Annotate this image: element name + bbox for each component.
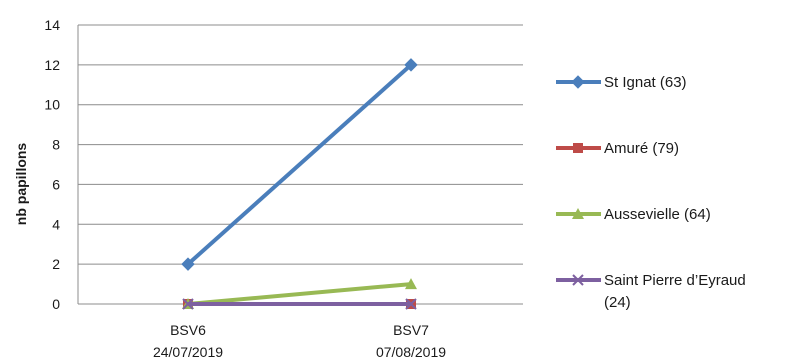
data-point <box>182 298 194 310</box>
legend-marker <box>573 143 583 153</box>
series-x <box>182 298 417 310</box>
series-diamond <box>181 58 418 271</box>
y-tick-label: 12 <box>44 57 60 73</box>
y-axis-ticks: 0 2 4 6 8 10 12 14 <box>44 17 60 312</box>
legend-marker <box>572 274 584 286</box>
legend-item: Saint Pierre d’Eyraud (24) <box>556 272 746 311</box>
y-tick-label: 14 <box>44 17 60 33</box>
legend-label: Amuré (79) <box>604 140 679 157</box>
legend-item: Amuré (79) <box>556 140 679 157</box>
legend-marker <box>571 75 585 89</box>
series-line <box>187 282 412 306</box>
x-tick-label: BSV6 <box>170 322 206 338</box>
y-tick-label: 0 <box>52 296 60 312</box>
legend-label: Saint Pierre d’Eyraud <box>604 272 746 289</box>
y-tick-label: 10 <box>44 97 60 113</box>
data-point <box>405 278 417 290</box>
y-tick-label: 8 <box>52 137 60 153</box>
x-tick-label: BSV7 <box>393 322 429 338</box>
x-tick-date-label: 24/07/2019 <box>153 344 223 360</box>
data-point <box>404 58 418 72</box>
legend-item: St Ignat (63) <box>556 74 687 91</box>
y-tick-label: 2 <box>52 256 60 272</box>
x-tick-date-label: 07/08/2019 <box>376 344 446 360</box>
y-tick-label: 6 <box>52 176 60 192</box>
series-lines <box>181 58 418 310</box>
legend: St Ignat (63) Amuré (79) Aussevielle (64) S… <box>556 74 746 311</box>
legend-label: St Ignat (63) <box>604 74 687 91</box>
legend-marker <box>572 208 584 219</box>
y-tick-label: 4 <box>52 216 60 232</box>
x-axis-ticks: BSV6 24/07/2019 BSV7 07/08/2019 <box>153 322 446 360</box>
data-point <box>181 257 195 271</box>
series-line <box>186 63 413 266</box>
legend-label-continued: (24) <box>604 294 631 311</box>
gridlines <box>77 24 523 305</box>
legend-item: Aussevielle (64) <box>556 206 711 223</box>
legend-label: Aussevielle (64) <box>604 206 711 223</box>
data-point <box>405 298 417 310</box>
y-axis-label: nb papillons <box>13 143 29 226</box>
